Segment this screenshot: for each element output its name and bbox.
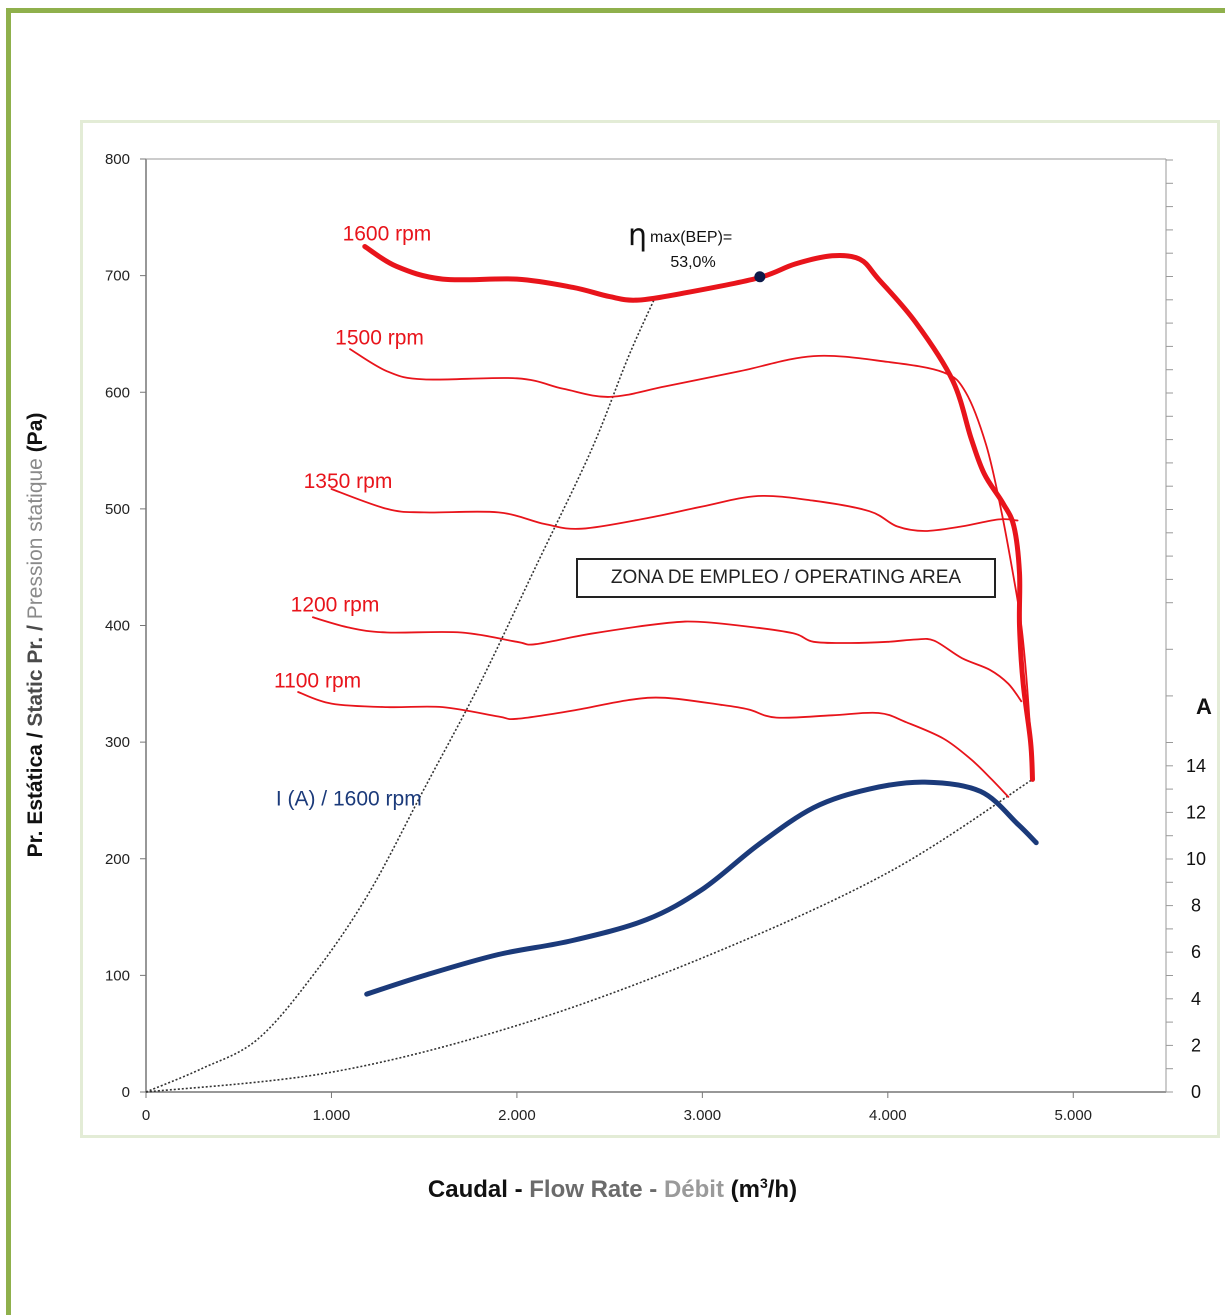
system-curve-1 [145,295,657,1093]
bep-point [754,271,766,283]
bep-value: 53,0% [670,254,715,271]
x-tick-label: 3.000 [684,1107,722,1124]
x-axis-title-es: Caudal - [427,1176,530,1203]
y2-tick-label: 10 [1186,849,1206,869]
y-tick-label: 300 [105,734,130,751]
plot-card [80,120,1220,1138]
series-line-1350-rpm [330,488,1019,532]
series-line-1600-rpm [362,244,1035,782]
series-label-1600-rpm: 1600 rpm [343,223,432,246]
x-axis-title-unit-sup: 3 [759,1175,768,1191]
bep-eta-symbol: η [628,218,647,253]
x-axis-title: Caudal - Flow Rate - Débit (m3/h) [0,1175,1225,1204]
x-axis-title-unit-post: /h) [767,1176,798,1203]
system-curve-2 [145,778,1033,1093]
y-axis-title-es: Pr. Estática / [24,726,47,858]
operating-area-box: ZONA DE EMPLEO / OPERATING AREA [576,558,996,598]
series-line-i-a-1600-rpm [364,779,1039,997]
bep-label: max(BEP)= [650,229,732,246]
x-tick-label: 0 [142,1107,150,1124]
y-tick-label: 200 [105,851,130,868]
series-line-1200-rpm [312,616,1023,703]
x-axis-title-fr: Débit [663,1176,724,1203]
label-layer: 1600 rpm 1500 rpm 1350 rpm 1200 rpm 1100 rpm… [274,218,732,810]
series-line-1500-rpm [349,348,1034,767]
x-tick-label: 4.000 [869,1107,907,1124]
series-label-1100-rpm: 1100 rpm [274,669,361,692]
y2-tick-label: 14 [1186,756,1206,776]
y-axis-title-unit: (Pa) [24,412,47,459]
page-frame [6,8,1225,1315]
x-tick-label: 5.000 [1054,1107,1092,1124]
operating-area-label: ZONA DE EMPLEO / OPERATING AREA [610,567,962,588]
series-label-1200-rpm: 1200 rpm [291,594,380,617]
series-layer [145,244,1039,1093]
series-label-1500-rpm: 1500 rpm [335,326,424,349]
x-axis-title-en: Flow Rate - [529,1176,664,1203]
y-tick-label: 700 [105,268,130,285]
x-tick-label: 1.000 [313,1107,351,1124]
y-tick-label: 400 [105,618,130,635]
y2-tick-label: 6 [1191,942,1201,962]
y-axis-title-fr: Pression statique [24,458,47,620]
x-axis-title-unit-pre: (m [723,1176,760,1203]
y-tick-label: 800 [105,151,130,168]
y-tick-label: 0 [122,1084,130,1101]
y-tick-label: 600 [105,384,130,401]
y-tick-label: 500 [105,501,130,518]
series-label-1350-rpm: 1350 rpm [304,470,393,493]
y2-tick-label: 8 [1191,896,1201,916]
x-tick-label: 2.000 [498,1107,536,1124]
y2-tick-label: 12 [1186,802,1206,822]
y2-tick-label: 4 [1191,989,1201,1009]
y-tick-label: 100 [105,967,130,984]
y-axis-title: Pr. Estática / Static Pr. / Pression sta… [24,413,48,858]
right-axis-unit: A [1196,694,1212,719]
series-label-i-a-1600-rpm: I (A) / 1600 rpm [276,787,422,810]
y2-tick-label: 2 [1191,1035,1201,1055]
y-axis-title-en: Static Pr. / [24,619,47,727]
series-line-1100-rpm [297,691,1010,798]
y2-tick-label: 0 [1191,1082,1201,1102]
